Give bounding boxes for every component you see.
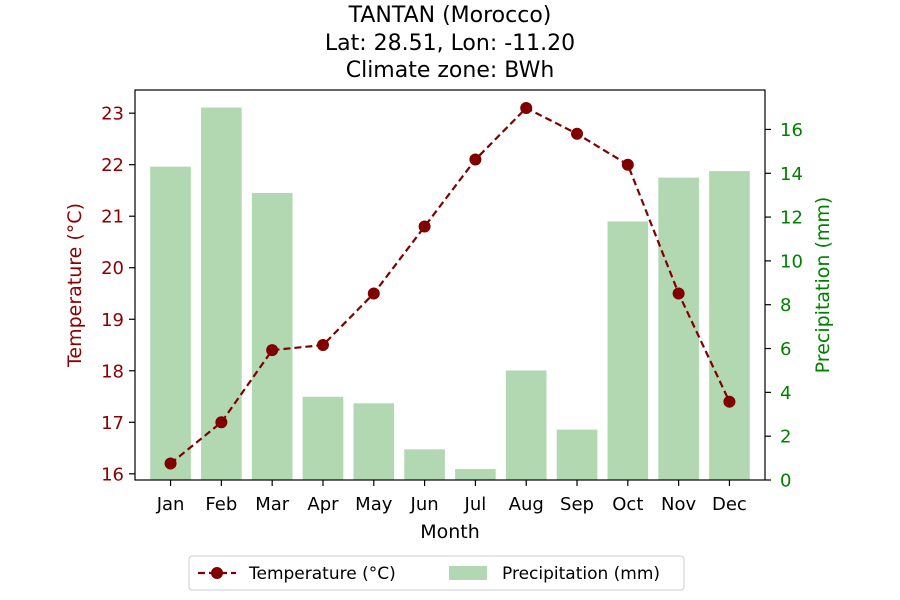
legend: Temperature (°C) Precipitation (mm) <box>188 555 685 591</box>
chart-title-line-1: TANTAN (Morocco) <box>348 3 552 28</box>
precipitation-bar-jul <box>455 469 496 480</box>
precipitation-bar-sep <box>556 429 598 480</box>
right-tick-label: 10 <box>780 251 803 272</box>
x-tick-label-oct: Oct <box>612 494 643 515</box>
precipitation-bar-dec <box>709 171 750 480</box>
chart-title-line-3: Climate zone: BWh <box>346 58 555 83</box>
x-tick-label-may: May <box>355 494 393 515</box>
precipitation-bar-aug <box>505 370 547 480</box>
x-axis-label: Month <box>420 521 480 543</box>
x-tick-label-jan: Jan <box>156 494 185 515</box>
chart-title-line-2: Lat: 28.51, Lon: -11.20 <box>325 31 575 56</box>
right-tick-label: 16 <box>780 120 803 141</box>
left-tick-label: 16 <box>101 464 124 485</box>
x-tick-label-feb: Feb <box>205 494 237 515</box>
precipitation-bar-oct <box>607 221 649 480</box>
left-tick-label: 22 <box>101 155 124 176</box>
right-y-axis: 0 2 4 6 8 10 12 14 16 <box>765 120 803 492</box>
x-tick-label-dec: Dec <box>712 494 747 515</box>
temperature-point-aug <box>520 102 533 115</box>
temperature-point-oct <box>621 158 634 171</box>
right-tick-label: 0 <box>780 471 791 492</box>
right-tick-label: 14 <box>780 164 803 185</box>
left-tick-label: 23 <box>101 104 124 125</box>
right-tick-label: 6 <box>780 339 791 360</box>
left-tick-label: 17 <box>101 413 124 434</box>
legend-precipitation-swatch <box>449 566 487 580</box>
temperature-point-jul <box>469 153 482 166</box>
left-tick-label: 19 <box>101 310 124 331</box>
legend-temperature-marker-dot <box>211 567 223 579</box>
plot-frame <box>134 89 766 481</box>
x-tick-label-apr: Apr <box>307 494 339 515</box>
temperature-line <box>164 102 736 470</box>
x-tick-label-jun: Jun <box>410 494 439 515</box>
right-axis-label: Precipitation (mm) <box>812 197 834 374</box>
x-tick-label-mar: Mar <box>255 494 290 515</box>
left-tick-label: 18 <box>101 361 124 382</box>
x-tick-label-aug: Aug <box>509 494 544 515</box>
legend-precipitation-label: Precipitation (mm) <box>502 564 660 584</box>
precipitation-bar-may <box>353 403 395 480</box>
temperature-point-mar <box>266 344 279 357</box>
right-tick-label: 12 <box>780 208 803 229</box>
left-tick-label: 21 <box>101 207 124 228</box>
x-tick-label-nov: Nov <box>661 494 696 515</box>
temperature-series-line <box>169 106 731 465</box>
temperature-point-dec <box>723 395 736 408</box>
left-y-axis: 16 17 18 19 20 21 22 23 <box>101 104 135 485</box>
precipitation-bar-apr <box>302 396 344 480</box>
precipitation-bar-mar <box>251 192 293 480</box>
temperature-point-apr <box>316 339 329 352</box>
temperature-point-jan <box>164 457 177 470</box>
right-tick-label: 2 <box>780 427 791 448</box>
left-axis-label: Temperature (°C) <box>64 203 86 368</box>
temperature-point-may <box>367 287 380 300</box>
precipitation-bars <box>150 107 750 481</box>
temperature-point-sep <box>571 127 584 140</box>
temperature-point-jun <box>418 220 431 233</box>
legend-temperature-label: Temperature (°C) <box>248 564 396 584</box>
x-tick-label-jul: Jul <box>464 494 487 515</box>
temperature-point-feb <box>215 416 228 429</box>
right-tick-label: 4 <box>780 383 791 404</box>
precipitation-bar-jun <box>404 449 445 480</box>
temperature-point-nov <box>672 287 685 300</box>
legend-frame <box>188 555 685 591</box>
precipitation-bar-nov <box>658 177 699 480</box>
x-axis: Jan Feb Mar Apr May Jun Jul Aug Sep Oct Nov Dec <box>156 480 747 515</box>
precipitation-bar-jan <box>150 166 191 480</box>
left-tick-label: 20 <box>101 258 124 279</box>
x-tick-label-sep: Sep <box>560 494 594 515</box>
right-tick-label: 8 <box>780 295 791 316</box>
